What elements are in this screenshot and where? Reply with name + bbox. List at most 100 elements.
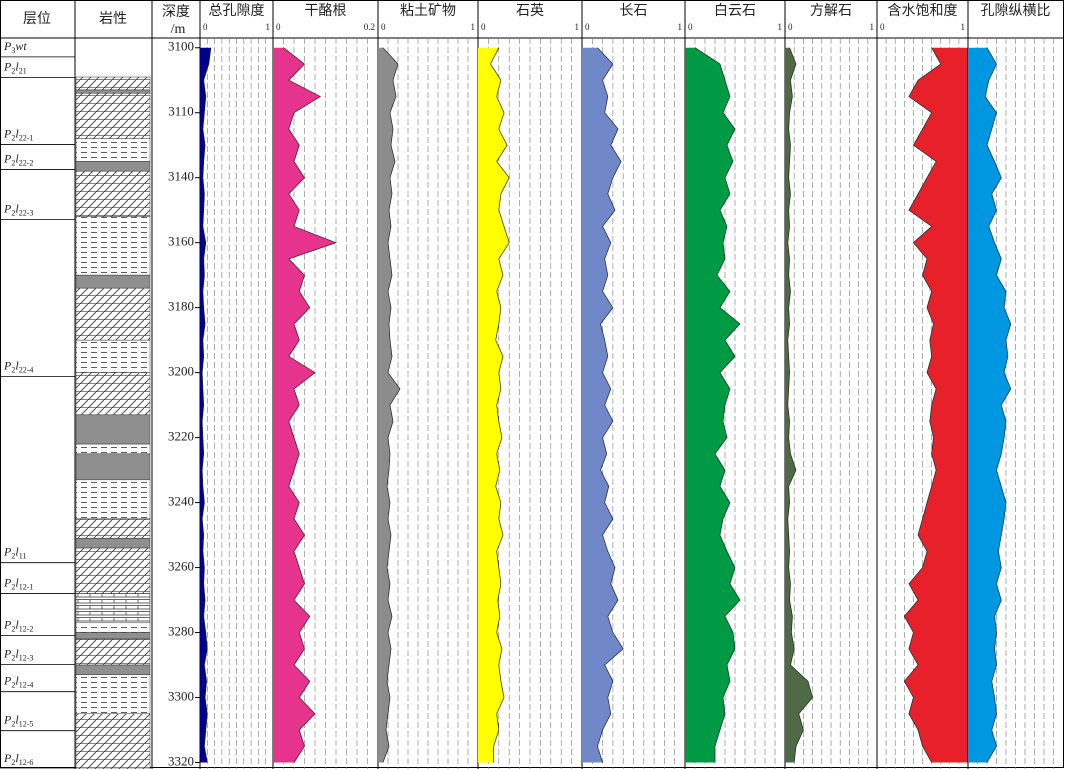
formation-label-part: 3 (11, 46, 15, 55)
track-tick-label: 1 (961, 22, 966, 32)
formation-label-part: 22-1 (19, 133, 34, 142)
formation-label-part: 2 (11, 719, 15, 728)
formation-label-part: P (3, 712, 12, 726)
formation-label-part: P (3, 358, 12, 372)
track-curve (903, 47, 942, 763)
formation-label: P2l12-6 (3, 751, 33, 767)
track-curve (201, 47, 212, 763)
track-tick-label: 1 (266, 22, 271, 32)
track-title: 干酪根 (305, 3, 347, 19)
formation-label-part: 2 (11, 582, 15, 591)
formation-label-part: P (3, 39, 12, 53)
lithology-interval (75, 674, 151, 715)
lithology-interval (75, 372, 151, 416)
depth-tick-label: 3200 (168, 364, 194, 379)
lithology-interval (75, 216, 151, 276)
track-area (785, 47, 813, 763)
formation-label-part: P (3, 59, 12, 73)
formation-label-part: l (15, 673, 19, 687)
track-tick-label: 1 (575, 22, 580, 32)
depth-tick-label: 3140 (168, 169, 194, 184)
formation-label-part: 2 (11, 66, 15, 75)
lithology-header: 岩性 (99, 11, 127, 27)
lithology-interval (75, 138, 151, 162)
formation-label-part: 2 (11, 758, 15, 767)
formation-label-part: 2 (11, 133, 15, 142)
formation-label-part: l (15, 712, 19, 726)
formation-label-part: P (3, 575, 12, 589)
track-curve (787, 47, 813, 763)
formation-label-part: l (15, 151, 19, 165)
lithology-interval (75, 632, 151, 640)
formation-label-part: l (15, 126, 19, 140)
track-area (968, 47, 1011, 763)
track-tick-label: 0 (788, 22, 793, 32)
track-tick-label: 0.2 (364, 22, 375, 32)
formation-label: P2l21 (3, 59, 27, 75)
depth-header: 深度 (162, 4, 190, 20)
track-title: 粘土矿物 (400, 3, 456, 19)
formation-label-part: 12-1 (19, 582, 34, 591)
lithology-interval (75, 414, 151, 445)
lithology-interval (75, 713, 151, 769)
track-curve (283, 47, 338, 763)
formation-label: P2l12-4 (3, 673, 33, 689)
formation-label-part: l (15, 59, 19, 73)
formation-label-part: P (3, 617, 12, 631)
track-tick-label: 0 (880, 22, 885, 32)
formation-label-part: 2 (11, 653, 15, 662)
formation-label-part: 11 (19, 552, 27, 561)
formation-label-part: P (3, 751, 12, 765)
depth-tick-label: 3240 (168, 494, 194, 509)
formation-label-part: l (15, 358, 19, 372)
formation-label-part: l (15, 751, 19, 765)
formation-label-part: l (15, 575, 19, 589)
lithology-interval (75, 76, 151, 91)
track-title: 方解石 (810, 3, 852, 19)
lithology-interval (75, 89, 151, 94)
track-area (582, 47, 624, 763)
lithology-interval (75, 622, 151, 633)
formation-label-part: 2 (11, 158, 15, 167)
track-tick-label: 1 (471, 22, 476, 32)
depth-tick-label: 3160 (168, 234, 194, 249)
track-title: 白云石 (714, 3, 756, 19)
lithology-interval (75, 664, 151, 676)
formation-label: P2l11 (3, 544, 26, 560)
lithology-interval (75, 274, 151, 289)
lithology-interval (75, 443, 151, 455)
formation-label-part: 2 (11, 365, 15, 374)
depth-unit: /m (171, 22, 186, 37)
formation-label-part: P (3, 673, 12, 687)
depth-tick-label: 3180 (168, 299, 194, 314)
formation-label-part: P (3, 151, 12, 165)
formation-label: P2l22-1 (3, 126, 33, 142)
lithology-interval (75, 453, 151, 481)
formation-label-part: 12-5 (19, 719, 34, 728)
track-title: 总孔隙度 (209, 3, 265, 19)
formation-label-part: l (15, 544, 19, 558)
track-tick-label: 0 (585, 22, 590, 32)
formation-label: P2l12-5 (3, 712, 33, 728)
depth-tick-label: 3280 (168, 624, 194, 639)
track-area (478, 47, 510, 763)
formation-label-part: 12-2 (19, 624, 34, 633)
formation-label-part: 22-2 (19, 158, 34, 167)
track-curve (984, 47, 1012, 763)
lithology-interval (75, 92, 151, 139)
lithology-interval (75, 161, 151, 172)
depth-tick-label: 3300 (168, 689, 194, 704)
lithology-interval (75, 518, 151, 539)
lithology-interval (75, 547, 151, 594)
track-area (904, 47, 968, 763)
formation-label-part: 12-6 (19, 758, 34, 767)
formation-header: 层位 (23, 11, 51, 27)
track-area (378, 47, 400, 763)
track-tick-label: 0 (481, 22, 486, 32)
formation-label: P2l12-3 (3, 646, 33, 662)
track-curve (597, 47, 624, 763)
formation-label: P2l22-4 (3, 358, 33, 374)
track-curve (490, 47, 510, 763)
